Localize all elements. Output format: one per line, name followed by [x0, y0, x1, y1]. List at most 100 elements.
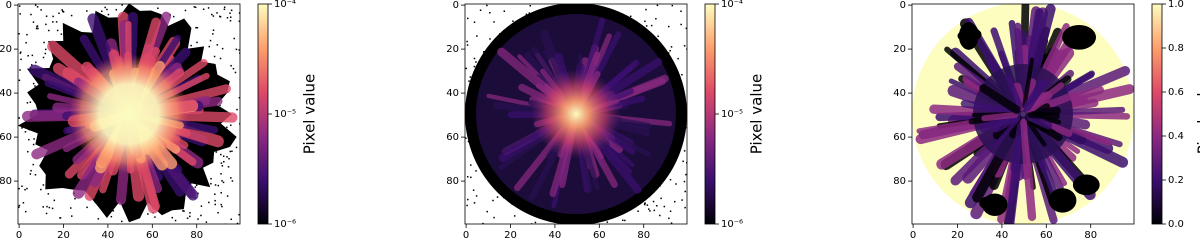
y-tick-label: 80 — [446, 176, 459, 187]
x-tick-label: 40 — [549, 230, 562, 241]
streak — [1031, 115, 1056, 117]
speckle — [607, 221, 609, 223]
speckle — [470, 177, 472, 179]
colorbar-tick-label: 10⁻⁶ — [721, 219, 743, 230]
speckle — [684, 207, 686, 209]
speckle — [21, 186, 23, 188]
speckle — [182, 210, 184, 212]
streak — [984, 115, 1015, 118]
speckle — [486, 211, 488, 213]
x-tick-label: 60 — [1040, 230, 1053, 241]
speckle — [33, 21, 35, 23]
y-tick-label: 80 — [0, 176, 12, 187]
speckle — [19, 69, 21, 71]
speckle — [37, 6, 39, 8]
speckle — [227, 17, 229, 19]
speckle — [657, 36, 659, 38]
x-tick-label: 40 — [102, 230, 115, 241]
speckle — [71, 15, 73, 17]
speckle — [655, 18, 657, 20]
speckle — [46, 15, 48, 17]
speckle — [201, 205, 203, 207]
speckle — [108, 14, 110, 16]
speckle — [670, 211, 672, 213]
speckle — [228, 166, 230, 168]
speckle — [671, 46, 673, 48]
colorbar-tick-label: 0.6 — [1168, 87, 1184, 98]
speckle — [42, 206, 44, 208]
speckle — [19, 205, 21, 207]
speckle — [98, 218, 100, 220]
glow — [69, 54, 189, 174]
speckle — [30, 170, 32, 172]
speckle — [226, 127, 228, 129]
speckle — [680, 24, 682, 26]
speckle — [37, 25, 39, 27]
speckle — [466, 41, 468, 43]
colorbar-tick-label: 0.8 — [1168, 43, 1184, 54]
speckle — [35, 4, 37, 6]
colorbar — [258, 4, 268, 224]
speckle — [209, 46, 211, 48]
speckle — [57, 30, 59, 32]
speckle — [668, 26, 670, 28]
speckle — [474, 21, 476, 23]
speckle — [647, 204, 649, 206]
speckle — [230, 20, 232, 22]
y-tick-label: 0 — [453, 0, 459, 11]
speckle — [231, 151, 233, 153]
speckle — [231, 10, 233, 12]
speckle — [171, 217, 173, 219]
speckle — [147, 213, 149, 215]
y-tick-label: 60 — [0, 132, 12, 143]
speckle — [660, 198, 662, 200]
speckle — [476, 195, 478, 197]
speckle — [26, 34, 28, 36]
speckle — [48, 30, 50, 32]
speckle — [514, 215, 516, 217]
speckle — [222, 165, 224, 167]
speckle — [37, 28, 39, 30]
y-tick-label: 20 — [0, 44, 12, 55]
speckle — [467, 44, 469, 46]
y-tick-label: 40 — [893, 88, 906, 99]
speckle — [35, 62, 37, 64]
speckle — [644, 204, 646, 206]
speckle — [40, 9, 42, 11]
speckle — [210, 178, 212, 180]
speckle — [681, 74, 683, 76]
speckle — [672, 5, 674, 7]
speckle — [43, 42, 45, 44]
y-tick-label: 80 — [893, 176, 906, 187]
image — [912, 3, 1134, 225]
speckle — [467, 199, 469, 201]
colorbar-tick-label: 10⁻⁵ — [274, 109, 296, 120]
speckle — [493, 217, 495, 219]
speckle — [653, 201, 655, 203]
speckle — [196, 42, 198, 44]
speckle — [236, 109, 238, 111]
speckle — [467, 176, 469, 178]
speckle — [195, 27, 197, 29]
colorbar — [1152, 4, 1162, 224]
speckle — [233, 68, 235, 70]
speckle — [651, 25, 653, 27]
speckle — [474, 66, 476, 68]
speckle — [467, 18, 469, 20]
speckle — [677, 58, 679, 60]
speckle — [175, 220, 177, 222]
speckle — [644, 202, 646, 204]
speckle — [214, 200, 216, 202]
speckle — [221, 206, 223, 208]
speckle — [681, 199, 683, 201]
speckle — [468, 80, 470, 82]
speckle — [228, 158, 230, 160]
streak — [1024, 122, 1027, 171]
y-tick-label: 0 — [6, 0, 12, 11]
patch — [1073, 175, 1100, 196]
speckle — [54, 200, 56, 202]
y-tick-label: 60 — [446, 132, 459, 143]
speckle — [189, 216, 191, 218]
speckle — [223, 182, 225, 184]
speckle — [214, 194, 216, 196]
